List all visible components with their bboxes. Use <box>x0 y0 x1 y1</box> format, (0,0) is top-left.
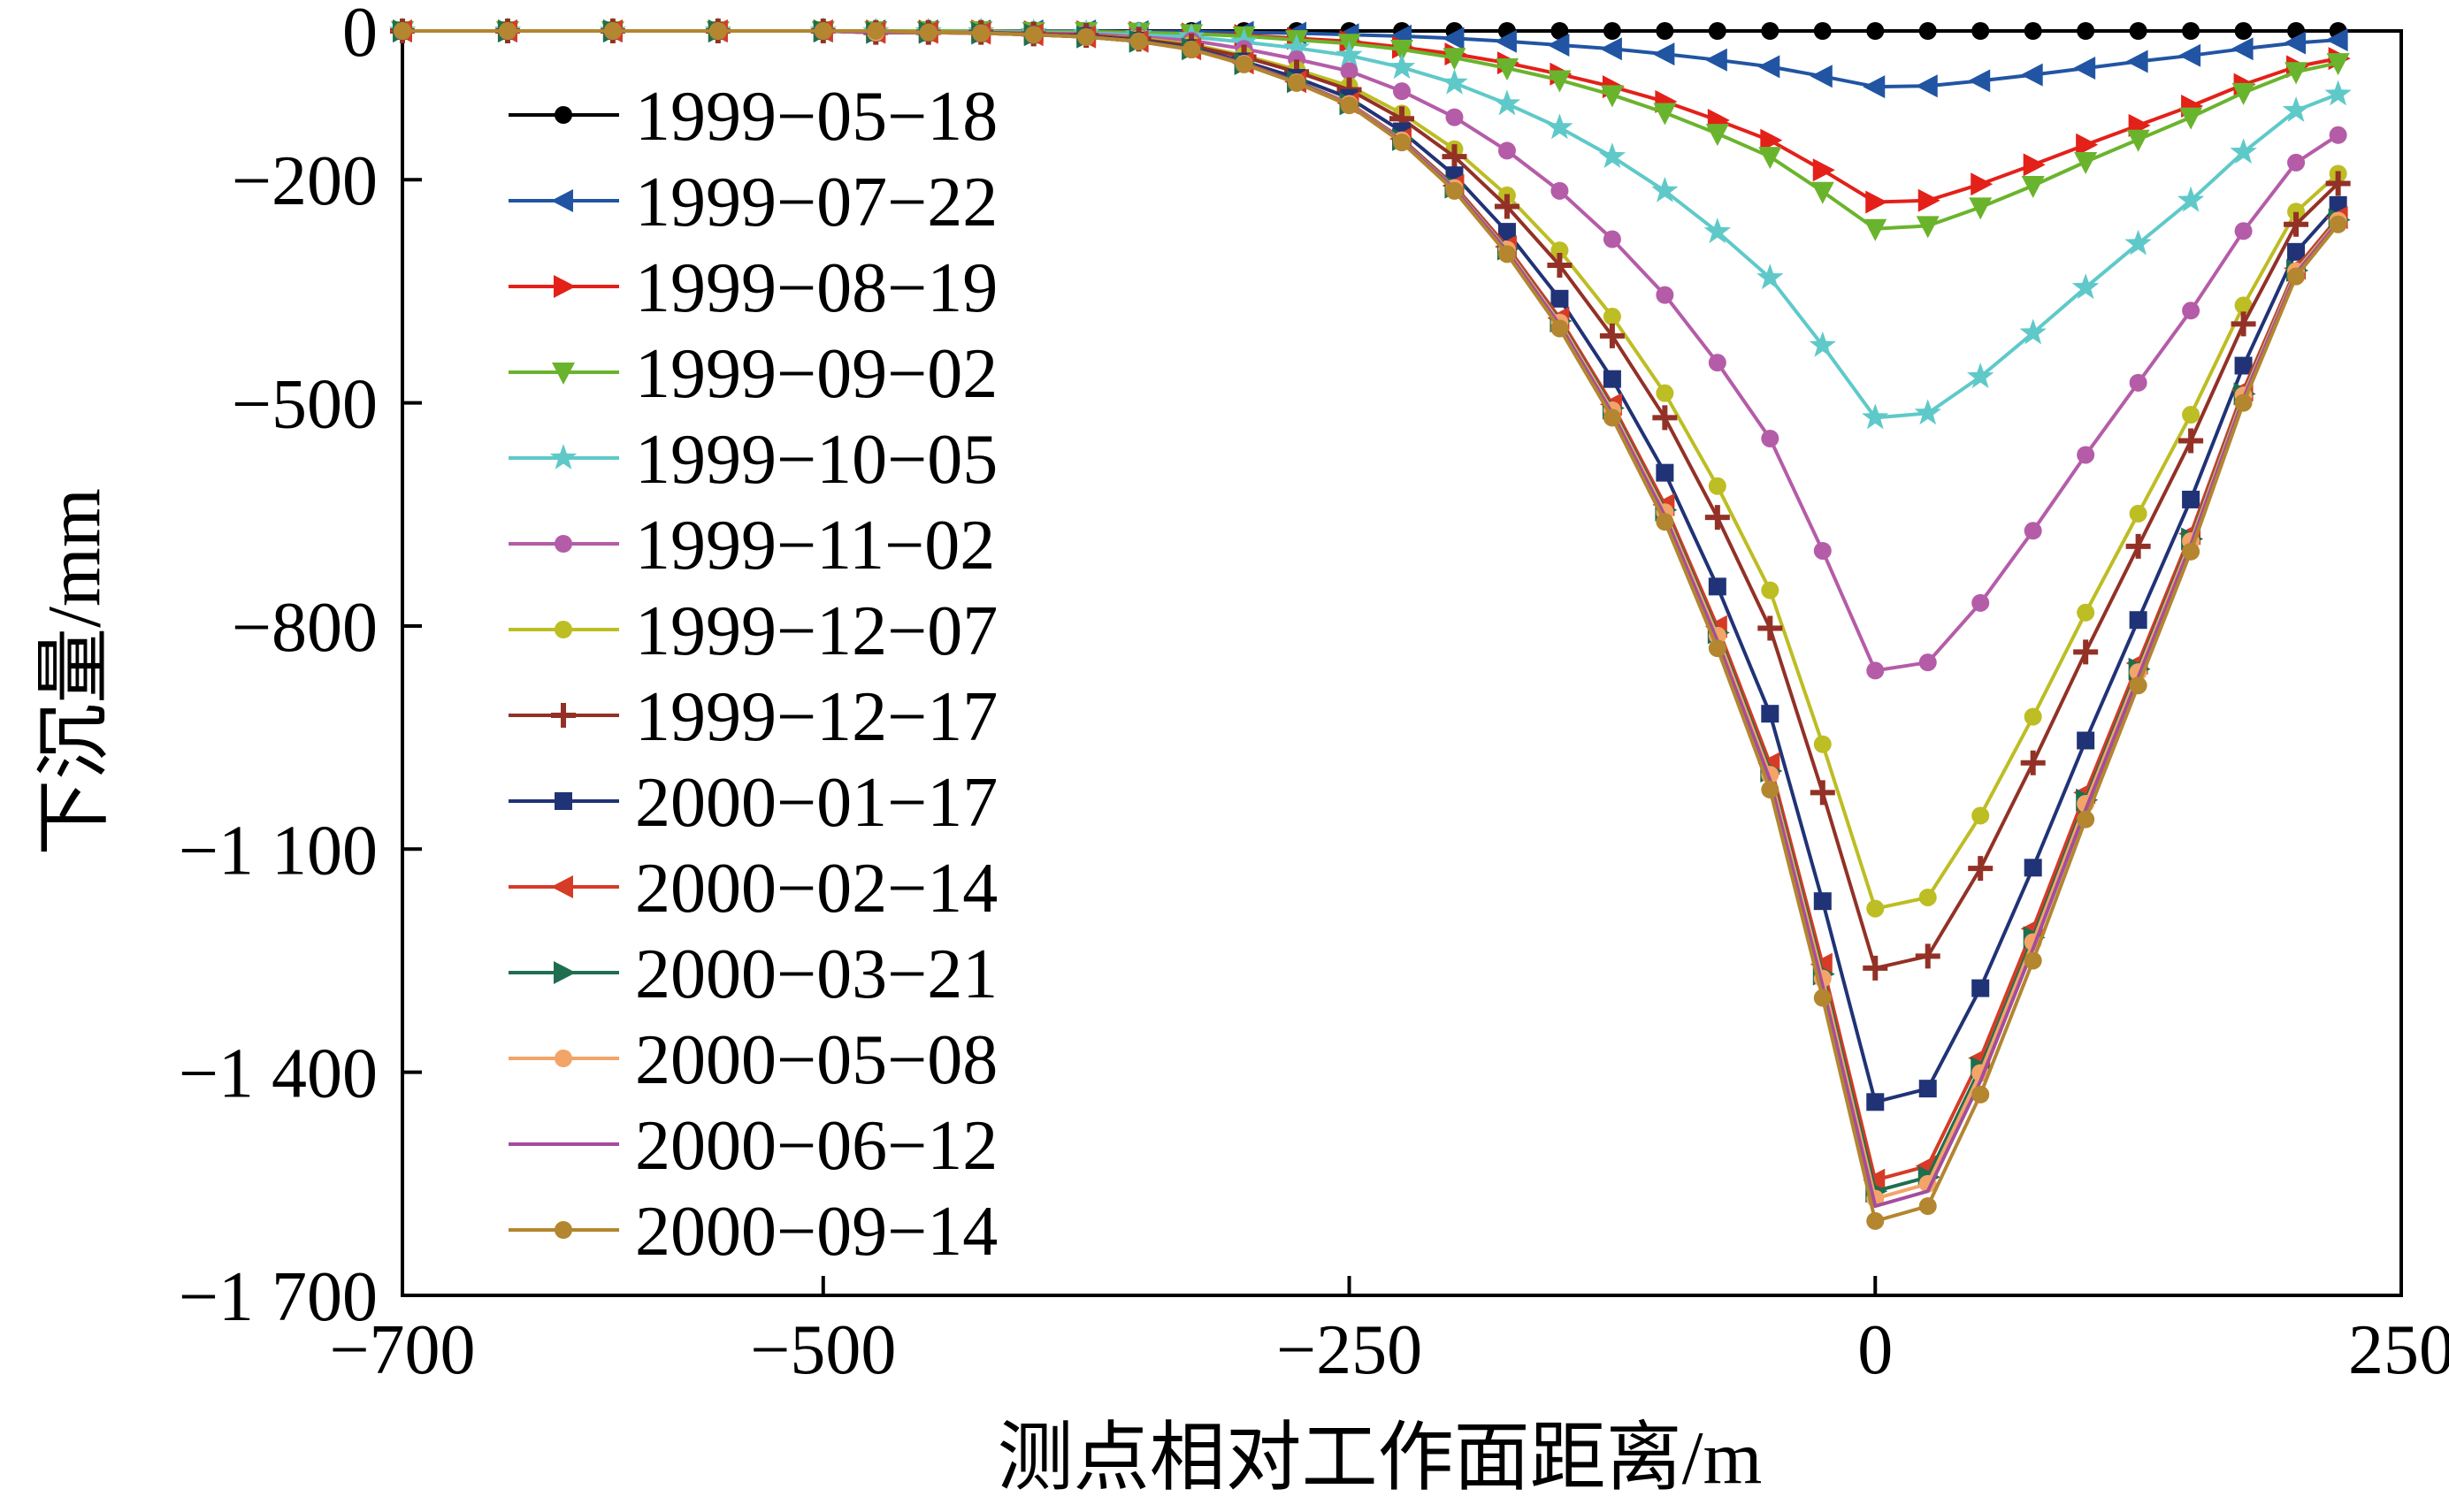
y-tick-label: −1 100 <box>179 812 378 890</box>
x-tick-label: −700 <box>329 1311 475 1389</box>
legend-item: 1999−12−07 <box>509 592 998 670</box>
legend-label: 1999−12−07 <box>635 592 998 670</box>
y-axis-title: 下沉量/mm <box>31 488 117 856</box>
legend-item: 1999−10−05 <box>509 421 998 499</box>
legend-label: 2000−06−12 <box>635 1107 998 1185</box>
legend-label: 1999−12−17 <box>635 678 998 756</box>
y-tick-label: −1 400 <box>179 1035 378 1113</box>
legend-label: 1999−09−02 <box>635 335 998 413</box>
x-tick-label: 250 <box>2348 1311 2449 1389</box>
legend: 1999−05−18 1999−07−22 1999−08−19 1999−09−02… <box>509 78 998 1271</box>
legend-label: 2000−09−14 <box>635 1193 998 1271</box>
x-axis-title: 测点相对工作面距离/m <box>997 1415 1763 1501</box>
legend-label: 1999−05−18 <box>635 78 998 156</box>
legend-label: 1999−07−22 <box>635 164 998 241</box>
y-tick-label: −500 <box>232 366 378 444</box>
y-tick-label: −200 <box>232 142 378 220</box>
legend-label: 2000−02−14 <box>635 850 998 928</box>
legend-item: 1999−11−02 <box>509 507 995 584</box>
legend-item: 2000−03−21 <box>509 935 998 1013</box>
legend-label: 1999−08−19 <box>635 249 998 327</box>
legend-label: 1999−10−05 <box>635 421 998 499</box>
legend-item: 2000−06−12 <box>509 1107 998 1185</box>
legend-item: 2000−09−14 <box>509 1193 998 1271</box>
legend-item: 1999−08−19 <box>509 249 998 327</box>
legend-item: 1999−05−18 <box>509 78 998 156</box>
legend-item: 1999−12−17 <box>509 678 998 756</box>
legend-item: 2000−02−14 <box>509 850 998 928</box>
legend-item: 1999−09−02 <box>509 335 998 413</box>
legend-label: 2000−05−08 <box>635 1021 998 1099</box>
y-tick-label: −800 <box>232 589 378 667</box>
y-tick-label: 0 <box>342 0 378 72</box>
legend-label: 2000−03−21 <box>635 935 998 1013</box>
legend-item: 1999−07−22 <box>509 164 998 241</box>
legend-label: 1999−11−02 <box>635 507 995 584</box>
legend-item: 2000−05−08 <box>509 1021 998 1099</box>
x-tick-label: −500 <box>750 1311 896 1389</box>
x-tick-label: 0 <box>1857 1311 1893 1389</box>
series-2000−09−14 <box>394 22 2347 1230</box>
legend-item: 2000−01−17 <box>509 764 998 842</box>
legend-label: 2000−01−17 <box>635 764 998 842</box>
x-tick-label: −250 <box>1276 1311 1422 1389</box>
y-tick-label: −1 700 <box>179 1258 378 1336</box>
